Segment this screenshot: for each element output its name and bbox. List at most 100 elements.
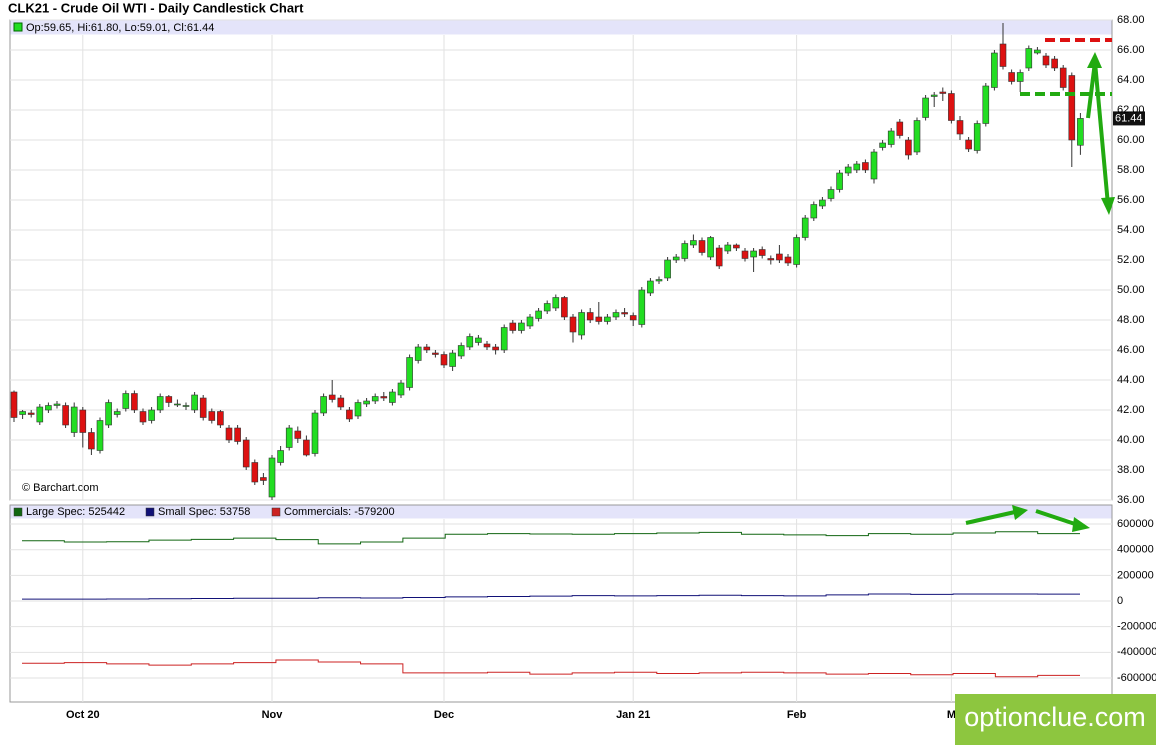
legend-swatch bbox=[13, 507, 23, 517]
candle-body bbox=[896, 121, 904, 136]
candle-body bbox=[569, 316, 577, 333]
candle-body bbox=[604, 316, 611, 322]
candle-body bbox=[354, 402, 362, 417]
candle-body bbox=[965, 139, 972, 150]
candle-body bbox=[715, 247, 723, 267]
y-tick-label: 38.00 bbox=[1117, 464, 1145, 476]
candle-body bbox=[500, 327, 508, 351]
candle-body bbox=[887, 130, 895, 145]
candle-body bbox=[113, 411, 121, 415]
cot-line bbox=[22, 593, 1080, 600]
candle-body bbox=[234, 427, 241, 442]
chart-title: CLK21 - Crude Oil WTI - Daily Candlestic… bbox=[8, 0, 304, 15]
candle-body bbox=[311, 412, 319, 454]
y-tick-label: 58.00 bbox=[1117, 164, 1145, 176]
candle-body bbox=[19, 411, 26, 415]
candle-body bbox=[776, 253, 783, 261]
candle-body bbox=[320, 396, 327, 414]
candle-body bbox=[397, 382, 405, 396]
candle-body bbox=[492, 346, 499, 351]
candle-body bbox=[819, 199, 826, 207]
candle-body bbox=[930, 94, 938, 97]
y-tick-label: 600000 bbox=[1117, 518, 1154, 530]
candle-body bbox=[27, 412, 35, 415]
candle-body bbox=[1068, 75, 1076, 141]
candle-body bbox=[836, 172, 843, 190]
y-tick-label: 66.00 bbox=[1117, 44, 1145, 56]
candle-body bbox=[973, 123, 981, 151]
y-tick-label: 64.00 bbox=[1117, 74, 1145, 86]
candle-body bbox=[982, 85, 990, 124]
candle-body bbox=[1059, 67, 1067, 88]
candle-body bbox=[303, 439, 310, 456]
candle-body bbox=[879, 142, 886, 148]
y-tick-label: 62.00 bbox=[1117, 104, 1145, 116]
candle-body bbox=[285, 427, 293, 448]
candle-body bbox=[122, 393, 130, 409]
candle-body bbox=[733, 244, 740, 249]
candle-body bbox=[647, 280, 654, 294]
candle-body bbox=[475, 337, 482, 343]
y-tick-label: 54.00 bbox=[1117, 224, 1145, 236]
x-tick-label: M bbox=[947, 709, 956, 721]
candle-body bbox=[105, 402, 112, 426]
candle-body bbox=[922, 97, 929, 118]
annotations bbox=[965, 38, 1115, 532]
candle-body bbox=[208, 411, 216, 421]
candle-body bbox=[1051, 58, 1058, 69]
candle-body bbox=[79, 409, 87, 433]
candle-body bbox=[1077, 118, 1084, 146]
candle-body bbox=[758, 249, 766, 256]
candle-body bbox=[449, 352, 456, 367]
candle-body bbox=[707, 237, 714, 258]
candle-body bbox=[36, 406, 44, 423]
y-tick-label: 0 bbox=[1117, 595, 1123, 607]
candle-body bbox=[328, 394, 336, 400]
candle-body bbox=[156, 396, 164, 411]
y-tick-label: -600000 bbox=[1117, 672, 1156, 684]
candle-body bbox=[1025, 48, 1033, 69]
candle-body bbox=[380, 396, 388, 399]
legend-swatch bbox=[13, 22, 23, 32]
candle-body bbox=[88, 432, 95, 450]
candle-body bbox=[217, 411, 224, 426]
candle-body bbox=[664, 259, 671, 279]
candle-body bbox=[853, 163, 861, 171]
candle-body bbox=[277, 450, 284, 463]
candle-body bbox=[595, 316, 603, 322]
legend-label: Commercials: -579200 bbox=[284, 506, 395, 518]
y-tick-label: 60.00 bbox=[1117, 134, 1145, 146]
candle-body bbox=[131, 393, 138, 411]
candle-body bbox=[1008, 72, 1015, 82]
candle-body bbox=[251, 462, 259, 483]
y-tick-label: 56.00 bbox=[1117, 194, 1145, 206]
y-tick-label: -400000 bbox=[1117, 646, 1156, 658]
x-tick-label: Dec bbox=[434, 709, 454, 721]
legend-swatch bbox=[271, 507, 281, 517]
candle-body bbox=[483, 343, 491, 348]
ohlc-legend: Op:59.65, Hi:61.80, Lo:59.01, Cl:61.44 bbox=[26, 22, 214, 34]
candle-body bbox=[629, 315, 637, 321]
candle-body bbox=[827, 189, 835, 199]
arrow-head bbox=[1012, 505, 1028, 520]
cot-legend-strip bbox=[10, 505, 1112, 519]
arrow-head bbox=[1087, 52, 1102, 68]
x-tick-label: Nov bbox=[262, 709, 284, 721]
candle-body bbox=[655, 279, 663, 282]
candle-body bbox=[432, 352, 439, 355]
candle-body bbox=[913, 120, 921, 153]
x-tick-label: Jan 21 bbox=[616, 709, 650, 721]
candle-body bbox=[406, 357, 413, 388]
candle-body bbox=[466, 336, 474, 348]
last-price-label: 61.44 bbox=[1115, 112, 1143, 124]
candle-body bbox=[371, 396, 379, 402]
candle-body bbox=[70, 406, 78, 433]
candle-body bbox=[870, 151, 878, 180]
candle-body bbox=[801, 217, 809, 238]
candle-body bbox=[440, 354, 448, 366]
candle-body bbox=[698, 240, 706, 253]
candle-body bbox=[423, 346, 431, 351]
candle-body bbox=[810, 204, 818, 219]
